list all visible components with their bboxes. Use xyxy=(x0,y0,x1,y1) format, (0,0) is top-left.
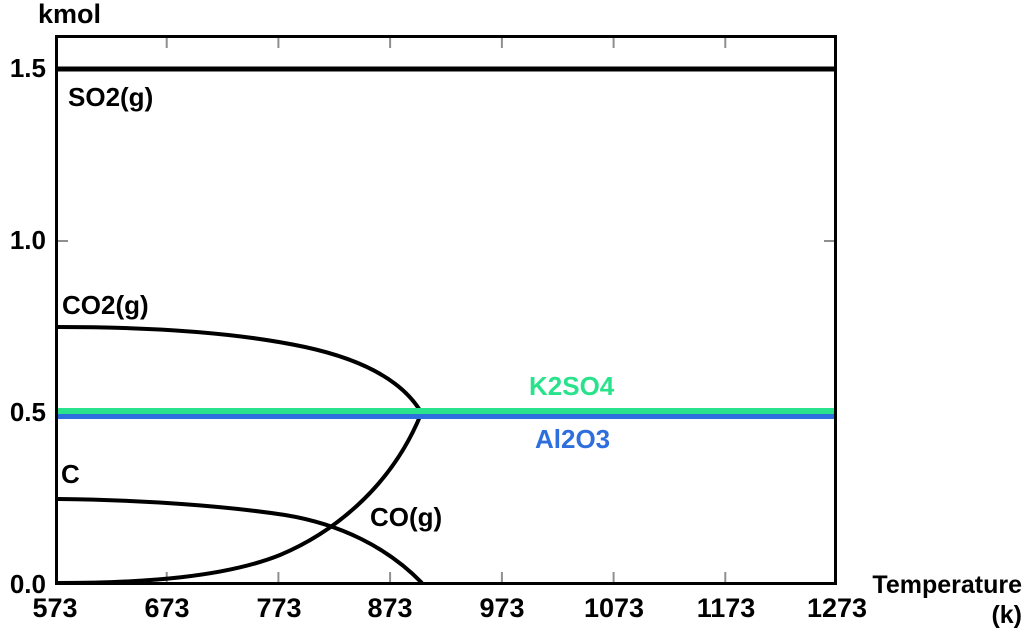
x-tick-1073: 1073 xyxy=(583,593,645,623)
co-curve xyxy=(57,413,423,585)
y-tick-1.5: 1.5 xyxy=(9,53,46,83)
x-tick-573: 573 xyxy=(32,593,78,623)
x-axis-title: Temperature (k) xyxy=(872,570,1022,630)
y-tick-0.0: 0.0 xyxy=(9,569,46,599)
y-tick-0.5: 0.5 xyxy=(9,397,46,427)
tick-marks xyxy=(58,38,834,582)
series-label-c: C xyxy=(61,459,80,489)
plot-border xyxy=(55,35,837,585)
x-tick-973: 973 xyxy=(479,593,525,623)
y-axis-title: kmol xyxy=(38,0,102,29)
x-tick-773: 773 xyxy=(256,593,302,623)
series-label-k2so4: K2SO4 xyxy=(529,371,615,401)
y-tick-1.0: 1.0 xyxy=(9,225,46,255)
series-label-al2o3: Al2O3 xyxy=(535,424,611,454)
x-axis-title-text: Temperature xyxy=(872,571,1022,599)
x-tick-673: 673 xyxy=(144,593,190,623)
co2-curve xyxy=(57,325,834,414)
series-label-so2: SO2(g) xyxy=(68,82,154,112)
c-curve xyxy=(57,497,424,585)
series-label-co: CO(g) xyxy=(370,502,443,532)
plot-area xyxy=(55,35,837,585)
x-tick-1273: 1273 xyxy=(806,593,868,623)
x-tick-1173: 1173 xyxy=(696,593,756,623)
x-axis-unit: (k) xyxy=(991,601,1022,629)
series-label-co2: CO2(g) xyxy=(62,290,149,320)
x-tick-873: 873 xyxy=(367,593,413,623)
